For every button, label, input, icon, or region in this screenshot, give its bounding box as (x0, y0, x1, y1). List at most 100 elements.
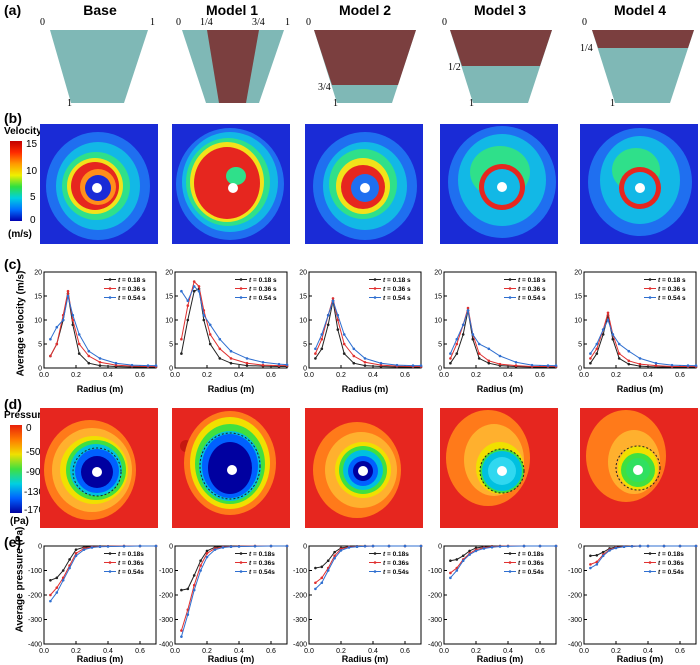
pressure-profile-charts: 0.0 0.2 0.4 0.6 0 -100 -200 -300 -400 Radius (m) t… (28, 544, 698, 664)
panel-label-a: (a) (4, 2, 22, 18)
x-tick-label: 0.2 (336, 648, 346, 655)
data-point (678, 544, 682, 548)
data-point (595, 342, 599, 346)
data-point (320, 565, 324, 569)
data-point (477, 342, 481, 346)
data-point (74, 554, 78, 558)
legend-label: t = 0.54 s (658, 295, 686, 302)
data-point (320, 333, 324, 336)
data-point (363, 364, 367, 367)
data-point (352, 347, 356, 351)
model-title-base: Base (83, 2, 117, 18)
data-point (197, 285, 201, 288)
model1-core (207, 30, 259, 103)
data-point (205, 552, 209, 555)
y-tick-label: 0 (303, 544, 307, 551)
legend-marker (373, 561, 377, 564)
x-tick-label: 0.2 (71, 372, 81, 379)
x-tick-label: 0.6 (675, 648, 685, 655)
pressure-unit: (Pa) (10, 516, 29, 527)
data-point (55, 586, 59, 589)
data-point (554, 544, 558, 548)
x-tick-label: 0.0 (39, 648, 49, 655)
data-point (66, 289, 70, 293)
data-point (326, 313, 330, 317)
data-point (55, 342, 59, 346)
legend-marker (508, 561, 512, 564)
data-point (314, 581, 317, 585)
data-point (186, 613, 190, 616)
data-point (331, 297, 335, 300)
data-point (253, 544, 257, 548)
data-point (314, 347, 317, 351)
model-title-4: Model 4 (613, 2, 667, 18)
x-tick-label: 0.2 (71, 648, 81, 655)
legend-label: t = 0.18s (383, 551, 409, 558)
profile-chart-2: 0.0 0.2 0.4 0.6 0 5 10 15 20 Radius (m) t = 0.18 s… (165, 270, 289, 394)
y-tick-label: 0 (438, 366, 442, 373)
data-point (333, 550, 336, 554)
velocity-profile-charts: 0.0 0.2 0.4 0.6 0 5 10 15 20 Radius (m) t = 0.18 s… (34, 270, 698, 394)
data-point (208, 333, 212, 336)
data-point (277, 362, 281, 366)
data-point (617, 352, 621, 355)
pressure-contour-base (40, 408, 158, 528)
data-point (387, 544, 391, 548)
data-point (455, 342, 459, 346)
model3-label-side: 1/2 (448, 62, 461, 73)
x-tick-label: 0.4 (368, 648, 378, 655)
data-point (646, 544, 650, 548)
data-point (87, 361, 91, 365)
data-point (471, 333, 475, 336)
data-point (506, 544, 510, 548)
pressure-tick-130: -130 (24, 487, 45, 498)
series-line-2 (180, 280, 287, 367)
data-point (449, 352, 452, 355)
data-point (627, 359, 631, 363)
data-point (411, 364, 415, 367)
y-tick-label: -200 (428, 593, 442, 600)
legend-label: t = 0.18s (118, 551, 144, 558)
data-point (180, 337, 183, 341)
model4-label-bottom: 1 (610, 98, 615, 109)
data-point (466, 309, 470, 312)
data-point (498, 362, 502, 366)
x-tick-label: 0.6 (266, 648, 276, 655)
data-point (106, 545, 110, 548)
panel-label-e: (e) (4, 534, 22, 550)
data-point (363, 544, 367, 548)
legend-label: t = 0.18s (518, 551, 544, 558)
data-point (601, 333, 605, 336)
x-tick-label: 0.4 (103, 372, 113, 379)
series-line-2 (180, 545, 287, 631)
legend-marker (373, 296, 377, 299)
profile-chart-4: 0.0 0.2 0.4 0.6 0 5 10 15 20 Radius (m) t = 0.18 s… (434, 270, 558, 394)
data-point (320, 347, 324, 351)
base-label-0: 0 (40, 17, 45, 28)
x-tick-label: 0.6 (135, 372, 145, 379)
model3-fill (450, 30, 552, 66)
y-tick-label: -100 (28, 568, 42, 575)
legend-marker (648, 570, 652, 573)
x-tick-label: 0.4 (368, 372, 378, 379)
data-point (379, 363, 383, 367)
y-tick-label: 0 (38, 544, 42, 551)
x-tick-label: 0.4 (234, 372, 244, 379)
pressure-tick-90: -90 (26, 467, 41, 478)
legend-marker (508, 570, 512, 573)
data-point (205, 549, 209, 553)
pressure-colorbar-title: Pressure (4, 410, 47, 421)
x-tick-label: 0.2 (471, 372, 481, 379)
y-tick-label: -300 (293, 617, 307, 624)
pressure-contour-model2 (305, 408, 423, 528)
data-point (477, 352, 481, 355)
y-tick-label: 15 (34, 294, 42, 301)
panel-label-d: (d) (4, 396, 22, 412)
data-point (192, 280, 196, 283)
data-point (487, 359, 491, 363)
data-point (530, 363, 534, 367)
data-point (180, 289, 183, 293)
pressure-tick-0: 0 (26, 423, 32, 434)
data-point (71, 318, 75, 322)
